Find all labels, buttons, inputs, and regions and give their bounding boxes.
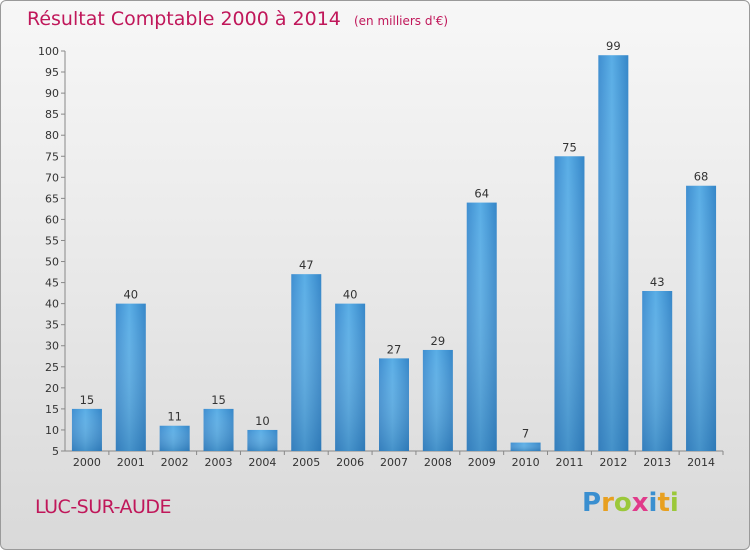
logo-letter: r [601,488,614,518]
y-tick-label: 55 [45,234,59,247]
bar-shade-2003 [204,409,234,451]
value-label-2014: 68 [694,170,709,184]
value-label-2011: 75 [562,140,577,154]
proxiti-logo: Proxiti [582,488,679,518]
x-label-2006: 2006 [336,456,364,469]
logo-letter: i [649,488,658,518]
y-tick-label: 85 [45,108,59,121]
x-label-2009: 2009 [468,456,496,469]
value-label-2005: 47 [299,258,314,272]
y-tick-label: 70 [45,171,59,184]
bar-shade-2001 [116,304,146,451]
x-label-2011: 2011 [555,456,583,469]
bar-chart: 5 10 15 20 25 30 35 40 45 50 55 60 65 70 75 80 85 90 95 100… [1,1,749,549]
logo-letter: t [657,488,669,518]
y-tick-label: 20 [45,382,59,395]
value-label-2002: 11 [167,410,182,424]
bar-shade-2007 [379,358,409,451]
y-tick-label: 40 [45,298,59,311]
bar-shade-2010 [511,443,541,451]
bar-shade-2002 [160,426,190,451]
commune-name: LUC-SUR-AUDE [35,496,171,518]
value-label-2013: 43 [650,275,665,289]
bar-shade-2009 [467,203,497,451]
logo-letter: P [582,488,601,518]
bar-shade-2008 [423,350,453,451]
y-tick-label: 75 [45,150,59,163]
value-label-2001: 40 [123,288,138,302]
bar-shade-2000 [72,409,102,451]
logo-letter: x [632,488,649,518]
x-label-2001: 2001 [117,456,145,469]
x-label-2010: 2010 [512,456,540,469]
bar-shade-2005 [291,274,321,451]
bar-shade-2004 [247,430,277,451]
x-label-2004: 2004 [248,456,276,469]
y-tick-label: 80 [45,129,59,142]
y-tick-label: 10 [45,424,59,437]
x-label-2000: 2000 [73,456,101,469]
logo-letter: o [614,488,632,518]
y-tick-label: 60 [45,213,59,226]
bar-shade-2011 [554,156,584,451]
value-label-2010: 7 [522,427,529,441]
x-label-2008: 2008 [424,456,452,469]
y-tick-label: 25 [45,361,59,374]
x-label-2013: 2013 [643,456,671,469]
x-label-2012: 2012 [599,456,627,469]
value-label-2000: 15 [80,393,95,407]
y-tick-label: 90 [45,87,59,100]
y-tick-label: 15 [45,403,59,416]
value-label-2004: 10 [255,414,270,428]
x-label-2005: 2005 [292,456,320,469]
y-tick-label: 35 [45,319,59,332]
x-label-2003: 2003 [205,456,233,469]
y-tick-label: 95 [45,66,59,79]
x-axis: 2000 2001 2002 2003 2004 2005 2006 2007 2008 2009… [65,451,723,469]
value-label-2006: 40 [343,288,358,302]
bar-shade-2013 [642,291,672,451]
value-label-2012: 99 [606,39,621,53]
value-label-2009: 64 [474,187,489,201]
value-label-2003: 15 [211,393,226,407]
y-tick-label: 45 [45,277,59,290]
y-tick-label: 65 [45,192,59,205]
bars: 15 40 11 15 10 47 40 27 29 64 7 75 99 43 68 [72,39,716,451]
bar-shade-2014 [686,186,716,451]
chart-frame: Résultat Comptable 2000 à 2014 (en milli… [0,0,750,550]
y-tick-label: 100 [38,45,59,58]
value-label-2008: 29 [431,334,446,348]
logo-letter: i [670,488,679,518]
y-tick-label: 30 [45,340,59,353]
y-tick-label: 5 [52,445,59,458]
bar-shade-2012 [598,55,628,451]
y-axis: 5 10 15 20 25 30 35 40 45 50 55 60 65 70 75 80 85 90 95 100 [38,45,65,458]
x-label-2007: 2007 [380,456,408,469]
bar-shade-2006 [335,304,365,451]
y-tick-label: 50 [45,256,59,269]
x-label-2014: 2014 [687,456,715,469]
x-label-2002: 2002 [161,456,189,469]
value-label-2007: 27 [387,342,402,356]
